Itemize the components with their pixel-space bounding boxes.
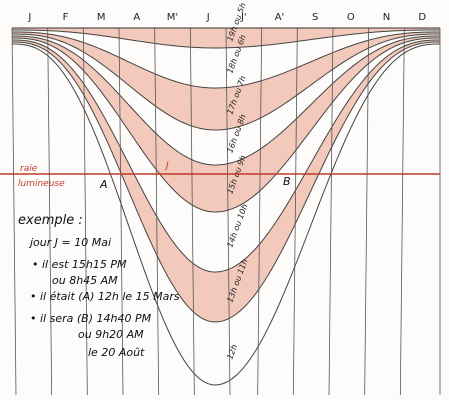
month-label: S bbox=[312, 12, 318, 23]
month-line bbox=[118, 27, 124, 396]
month-line bbox=[82, 27, 88, 396]
month-line bbox=[225, 27, 231, 396]
point-j: J bbox=[164, 161, 169, 171]
line-label: raie bbox=[20, 164, 38, 174]
point-a: A bbox=[99, 178, 108, 191]
month-line bbox=[292, 27, 298, 396]
month-line bbox=[11, 27, 17, 396]
hour-curve bbox=[11, 41, 441, 323]
month-line bbox=[257, 27, 263, 396]
line-label: lumineuse bbox=[18, 179, 65, 189]
month-line bbox=[328, 27, 334, 396]
month-label: A bbox=[133, 12, 140, 23]
month-line bbox=[47, 27, 53, 396]
month-label: N bbox=[383, 12, 390, 23]
example-line: ou 9h20 AM bbox=[78, 328, 144, 341]
month-line bbox=[364, 27, 370, 396]
example-line: • il sera (B) 14h40 PM bbox=[30, 312, 152, 325]
month-label: J bbox=[27, 12, 31, 23]
month-label: J' bbox=[240, 12, 247, 23]
point-b: B bbox=[283, 175, 291, 188]
example-line: ou 8h45 AM bbox=[52, 274, 118, 287]
example-line: le 20 Août bbox=[88, 346, 145, 359]
example-line: • il était (A) 12h le 15 Mars bbox=[30, 290, 180, 303]
hour-curve bbox=[11, 43, 441, 386]
month-line bbox=[189, 27, 195, 396]
month-label: O bbox=[347, 12, 355, 23]
band bbox=[12, 36, 440, 212]
example-title: exemple : bbox=[18, 213, 83, 228]
month-label: A' bbox=[275, 12, 285, 23]
month-label: D bbox=[418, 12, 426, 23]
month-label: F bbox=[63, 12, 69, 23]
example-day: jour J = 10 Mai bbox=[28, 236, 111, 249]
month-label: J bbox=[206, 12, 210, 23]
month-line bbox=[154, 27, 160, 396]
month-lines bbox=[11, 27, 441, 396]
hour-curve bbox=[11, 39, 441, 273]
month-line bbox=[399, 27, 405, 396]
example-line: • il est 15h15 PM bbox=[32, 258, 127, 271]
month-label: M' bbox=[167, 12, 178, 23]
month-label: M bbox=[97, 12, 106, 23]
